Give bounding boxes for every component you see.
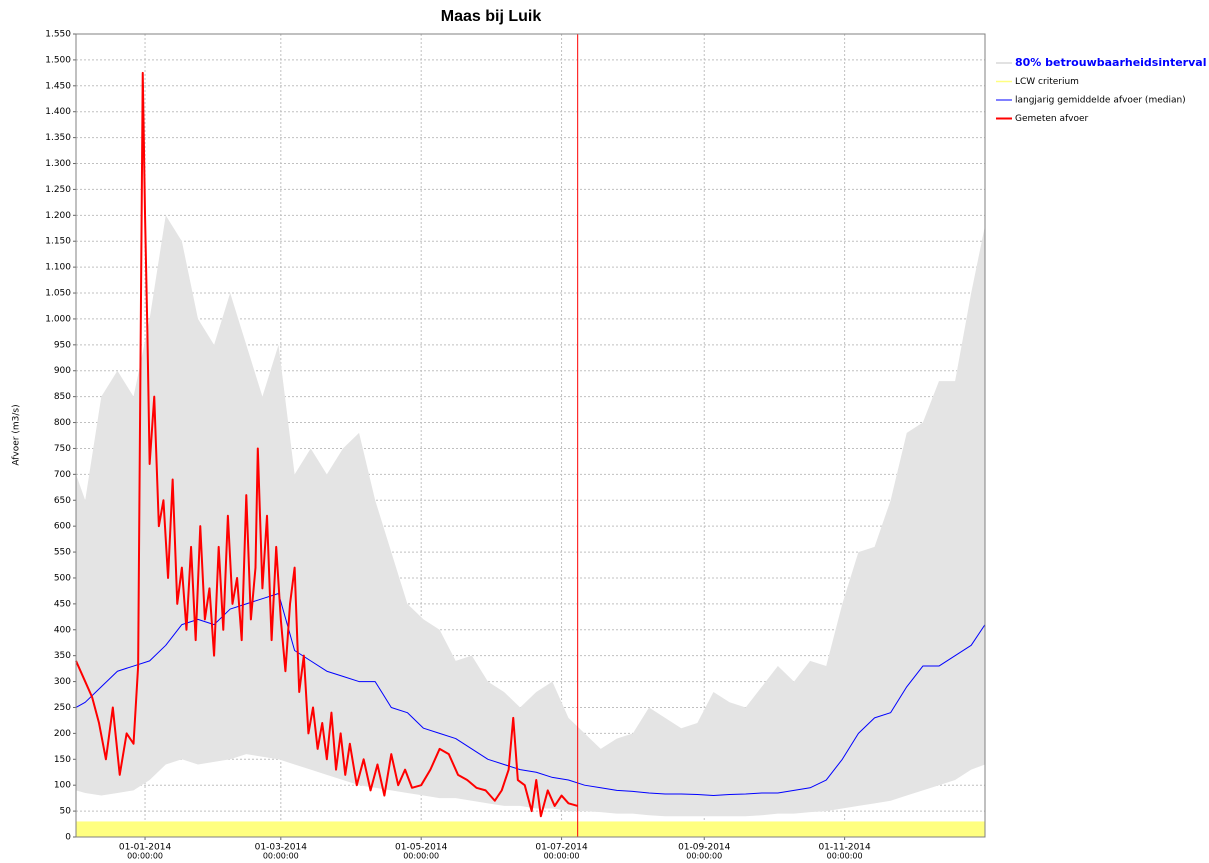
legend-label: LCW criterium — [1015, 77, 1079, 87]
y-tick-label: 1.150 — [45, 237, 71, 247]
x-tick-label: 01-01-2014 — [119, 843, 172, 853]
x-tick-time: 00:00:00 — [403, 852, 439, 861]
y-tick-label: 900 — [54, 366, 71, 376]
y-tick-label: 100 — [54, 781, 71, 791]
chart-title: Maas bij Luik — [441, 8, 542, 25]
y-tick-label: 500 — [54, 573, 71, 583]
y-tick-label: 1.550 — [45, 30, 71, 40]
y-tick-label: 650 — [54, 496, 71, 506]
y-tick-label: 400 — [54, 625, 71, 635]
y-tick-label: 450 — [54, 599, 71, 609]
y-axis-label: Afvoer (m3/s) — [12, 404, 22, 465]
x-tick-time: 00:00:00 — [686, 852, 722, 861]
y-tick-label: 1.450 — [45, 81, 71, 91]
y-tick-label: 150 — [54, 755, 71, 765]
y-tick-label: 1.200 — [45, 211, 71, 221]
y-tick-label: 0 — [65, 833, 71, 843]
y-tick-label: 1.000 — [45, 314, 71, 324]
y-tick-label: 950 — [54, 340, 71, 350]
y-tick-label: 1.500 — [45, 55, 71, 65]
legend-label: langjarig gemiddelde afvoer (median) — [1015, 96, 1186, 106]
y-tick-label: 1.100 — [45, 263, 71, 273]
y-tick-label: 1.050 — [45, 289, 71, 299]
x-tick-time: 00:00:00 — [827, 852, 863, 861]
y-tick-label: 750 — [54, 444, 71, 454]
threshold-band — [76, 821, 985, 837]
x-tick-label: 01-09-2014 — [678, 843, 731, 853]
x-tick-label: 01-07-2014 — [535, 843, 588, 853]
y-tick-label: 700 — [54, 470, 71, 480]
y-tick-label: 600 — [54, 522, 71, 532]
legend-label: 80% betrouwbaarheidsinterval — [1015, 56, 1206, 69]
y-tick-label: 550 — [54, 548, 71, 558]
y-tick-label: 300 — [54, 677, 71, 687]
y-tick-label: 350 — [54, 651, 71, 661]
y-tick-label: 250 — [54, 703, 71, 713]
y-tick-label: 1.400 — [45, 107, 71, 117]
legend-label: Gemeten afvoer — [1015, 114, 1088, 124]
line-series — [75, 71, 578, 818]
y-tick-label: 1.350 — [45, 133, 71, 143]
y-tick-label: 1.250 — [45, 185, 71, 195]
y-tick-label: 800 — [54, 418, 71, 428]
x-tick-time: 00:00:00 — [263, 852, 299, 861]
x-tick-time: 00:00:00 — [127, 852, 163, 861]
y-tick-label: 1.300 — [45, 159, 71, 169]
x-tick-label: 01-03-2014 — [255, 843, 308, 853]
y-tick-label: 200 — [54, 729, 71, 739]
x-tick-label: 01-11-2014 — [818, 843, 871, 853]
y-tick-label: 50 — [60, 807, 72, 817]
plot-frame — [75, 33, 986, 838]
y-tick-label: 850 — [54, 392, 71, 402]
x-tick-time: 00:00:00 — [544, 852, 580, 861]
x-tick-label: 01-05-2014 — [395, 843, 448, 853]
